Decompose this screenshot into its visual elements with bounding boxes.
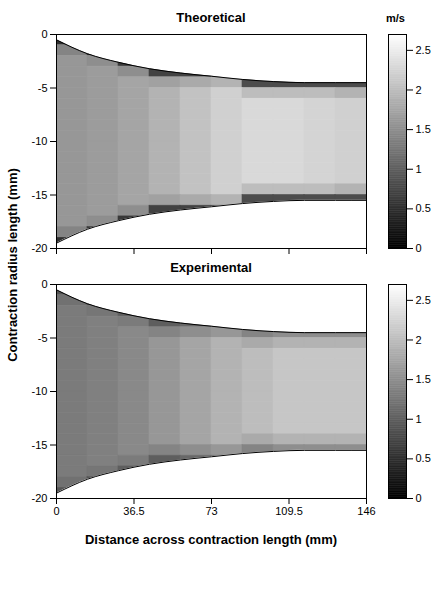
html-text:Experimental: Experimental <box>170 260 252 275</box>
svg-text:1: 1 <box>416 413 422 425</box>
svg-text:0: 0 <box>41 28 47 40</box>
svg-text:0: 0 <box>53 505 59 517</box>
svg-text:2.5: 2.5 <box>416 294 431 306</box>
svg-text:0.5: 0.5 <box>416 202 431 214</box>
html-text:Contraction radius length (mm): Contraction radius length (mm) <box>4 168 20 362</box>
svg-text:-20: -20 <box>32 242 48 254</box>
svg-text:-10: -10 <box>32 135 48 147</box>
svg-text:2.5: 2.5 <box>416 44 431 56</box>
svg-text:1.5: 1.5 <box>416 123 431 135</box>
svg-text:0: 0 <box>416 242 422 254</box>
svg-text:2: 2 <box>416 334 422 346</box>
svg-text:36.5: 36.5 <box>123 505 144 517</box>
svg-text:-10: -10 <box>32 385 48 397</box>
svg-text:-15: -15 <box>32 189 48 201</box>
svg-text:-20: -20 <box>32 492 48 504</box>
svg-text:73: 73 <box>205 505 217 517</box>
svg-text:146: 146 <box>357 505 375 517</box>
svg-text:1.5: 1.5 <box>416 373 431 385</box>
svg-text:-15: -15 <box>32 439 48 451</box>
svg-text:-5: -5 <box>38 82 48 94</box>
svg-text:0.5: 0.5 <box>416 452 431 464</box>
html-text:m/s: m/s <box>386 12 405 24</box>
svg-text:2: 2 <box>416 84 422 96</box>
svg-text:109.5: 109.5 <box>275 505 303 517</box>
html-text:Theoretical: Theoretical <box>176 10 246 25</box>
html-text:Distance across contraction le: Distance across contraction length (mm) <box>84 532 338 547</box>
svg-text:1: 1 <box>416 163 422 175</box>
svg-text:0: 0 <box>416 492 422 504</box>
svg-text:0: 0 <box>41 278 47 290</box>
svg-text:-5: -5 <box>38 332 48 344</box>
